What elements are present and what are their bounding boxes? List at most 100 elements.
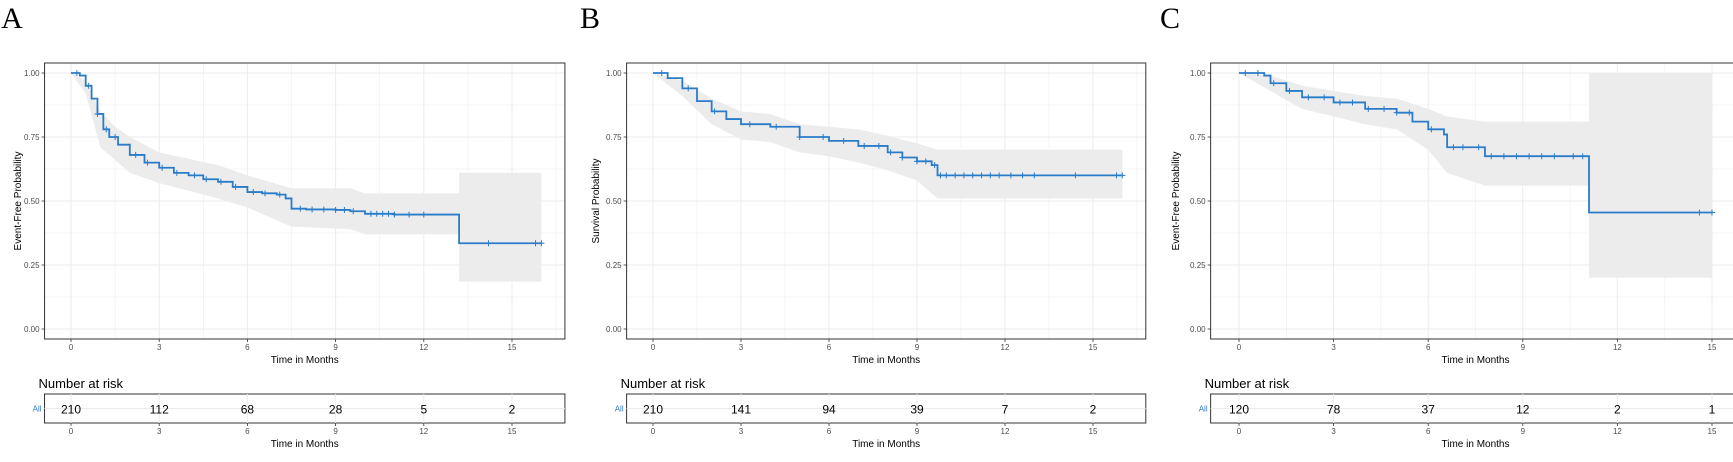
censor-mark [173, 169, 180, 176]
panel-a: A 0.00 0.25 0.50 0.75 1.00 0 3 6 9 12 15 Time in Mon… [1, 2, 566, 450]
x-tick-label: 9 [1521, 343, 1526, 352]
risk-x-tick-label: 9 [1521, 427, 1526, 436]
censor-mark [796, 134, 803, 140]
y-tick-label: 0.25 [24, 261, 40, 270]
censor-mark [159, 164, 166, 171]
x-axis-title: Time in Months [1442, 355, 1510, 366]
y-tick-label: 0.25 [606, 261, 622, 270]
censor-mark [217, 178, 224, 185]
censor-mark [309, 206, 316, 213]
censor-mark [1007, 172, 1014, 179]
x-tick-label: 3 [1331, 343, 1336, 352]
censor-mark [1254, 70, 1261, 76]
censor-mark [1072, 172, 1079, 179]
censor-mark [773, 123, 780, 130]
censor-mark [1709, 209, 1715, 216]
risk-count: 37 [1422, 403, 1436, 417]
risk-table-title: Number at risk [621, 376, 706, 391]
risk-count: 28 [329, 403, 343, 417]
censor-mark [931, 162, 938, 169]
censor-mark [1242, 70, 1249, 76]
censor-mark [1365, 105, 1372, 112]
panel-letter: B [580, 2, 600, 35]
censor-mark [385, 210, 392, 217]
censor-mark [1321, 94, 1328, 101]
risk-count: 210 [643, 403, 663, 417]
risk-x-tick-label: 12 [1613, 427, 1622, 436]
y-tick-label: 0.50 [1190, 197, 1206, 206]
censor-mark [406, 211, 413, 218]
censor-mark [538, 240, 545, 247]
risk-count: 210 [61, 403, 81, 417]
censor-mark [420, 211, 427, 218]
risk-count: 2 [1090, 403, 1097, 417]
x-tick-label: 15 [1708, 343, 1717, 352]
risk-strata-label: All [615, 405, 624, 414]
censor-mark [103, 126, 110, 133]
risk-x-tick-label: 15 [1089, 427, 1098, 436]
censor-mark [1119, 172, 1126, 179]
risk-strata-label: All [33, 405, 42, 414]
risk-x-tick-label: 3 [1331, 427, 1336, 436]
x-tick-label: 6 [827, 343, 832, 352]
risk-x-tick-label: 0 [1237, 427, 1242, 436]
censor-mark [297, 205, 304, 212]
y-tick-label: 0.25 [1190, 261, 1206, 270]
y-tick-label: 1.00 [24, 69, 40, 78]
y-axis-title: Event-Free Probability [13, 152, 24, 251]
censor-mark [144, 159, 151, 166]
risk-count: 112 [150, 403, 169, 417]
censor-mark [1459, 144, 1466, 151]
y-tick-label: 0.75 [24, 133, 40, 142]
risk-count: 94 [822, 403, 836, 417]
x-tick-label: 12 [1613, 343, 1622, 352]
censor-mark [887, 149, 894, 156]
x-tick-label: 15 [508, 343, 517, 352]
censor-mark [922, 158, 929, 165]
censor-mark [191, 172, 198, 179]
x-tick-label: 0 [651, 343, 656, 352]
confidence-band [1239, 73, 1712, 278]
y-tick-label: 0.75 [1190, 133, 1206, 142]
y-tick-label: 0.50 [606, 197, 622, 206]
x-tick-label: 15 [1089, 343, 1098, 352]
censor-mark [1393, 109, 1400, 116]
censor-mark [1406, 109, 1413, 116]
censor-mark [996, 172, 1003, 179]
censor-mark [746, 121, 753, 128]
censor-mark [1336, 99, 1343, 106]
censor-mark [960, 172, 967, 179]
x-tick-label: 9 [333, 343, 338, 352]
risk-count: 5 [420, 403, 427, 417]
censor-mark [391, 211, 398, 218]
censor-mark [367, 210, 374, 217]
y-tick-label: 0.00 [1190, 325, 1206, 334]
y-tick-label: 1.00 [1190, 69, 1206, 78]
risk-x-axis-title: Time in Months [1442, 439, 1510, 450]
censor-mark [85, 82, 92, 89]
censor-mark [485, 240, 492, 247]
censor-mark [373, 210, 380, 217]
censor-mark [937, 172, 944, 179]
x-tick-label: 12 [419, 343, 428, 352]
censor-mark [1450, 144, 1457, 151]
risk-x-tick-label: 12 [419, 427, 428, 436]
censor-mark [379, 210, 386, 217]
censor-mark [978, 172, 985, 179]
censor-mark [1349, 99, 1356, 106]
x-tick-label: 12 [1001, 343, 1010, 352]
censor-mark [250, 189, 257, 196]
y-tick-label: 0.00 [606, 325, 622, 334]
panel-letter: A [1, 2, 23, 35]
censor-mark [840, 137, 847, 144]
censor-mark [1381, 105, 1388, 112]
censor-mark [969, 172, 976, 179]
censor-mark [332, 206, 339, 213]
censor-mark [987, 172, 994, 179]
y-tick-label: 0.75 [606, 133, 622, 142]
censor-mark [875, 142, 882, 149]
panel-b: B 0.00 0.25 0.50 0.75 1.00 0 3 6 9 12 15 Time in Mon… [580, 2, 1147, 450]
censor-mark [861, 142, 868, 149]
y-axis-title: Event-Free Probability [1171, 152, 1182, 251]
censor-mark [1526, 153, 1533, 160]
